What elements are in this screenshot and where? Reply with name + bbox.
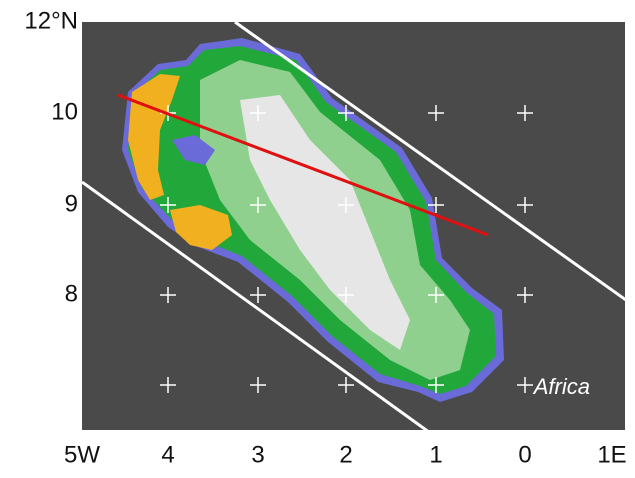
region-label: Africa — [532, 374, 590, 399]
lon-label: 0 — [518, 441, 531, 468]
lat-label: 12°N — [24, 7, 78, 34]
lat-label: 9 — [65, 190, 78, 217]
lon-label: 5W — [64, 441, 100, 468]
lon-label: 3 — [251, 441, 264, 468]
lon-label: 1E — [597, 441, 626, 468]
lat-label: 10 — [51, 98, 78, 125]
lat-label: 8 — [65, 280, 78, 307]
lon-label: 4 — [161, 441, 174, 468]
lon-label: 1 — [429, 441, 442, 468]
lon-label: 2 — [339, 441, 352, 468]
map: 12°N 10 9 8 5W 4 3 2 1 0 1E Africa — [0, 0, 635, 473]
